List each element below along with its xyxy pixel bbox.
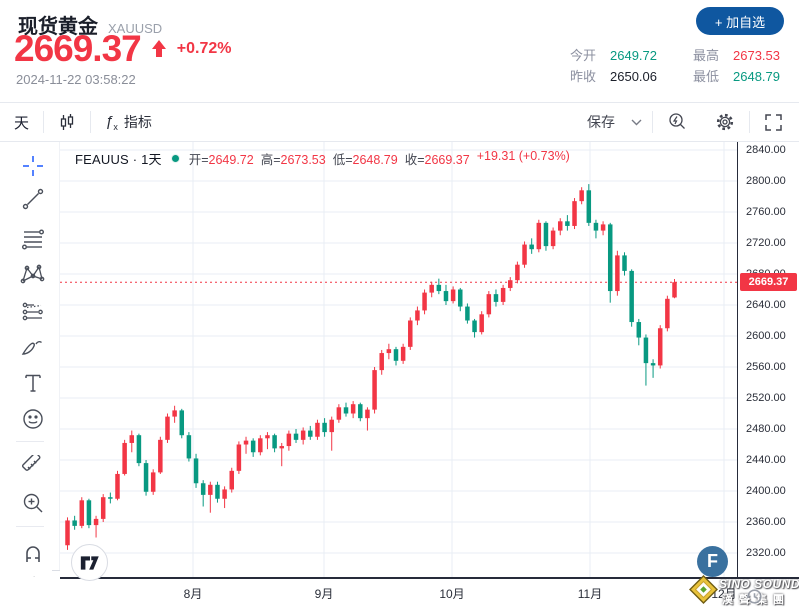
tool-trend-line[interactable] <box>18 184 48 214</box>
toolbar-separator <box>43 111 45 133</box>
gear-icon <box>715 112 735 132</box>
floating-f-badge[interactable]: F <box>697 546 728 577</box>
price-row: 2669.37 +0.72% <box>14 28 231 70</box>
toolbar-separator <box>749 111 750 133</box>
stat-prev-close-value: 2650.06 <box>610 69 658 84</box>
toolbar-separator <box>90 111 92 133</box>
stat-prev-close-label: 昨收 <box>570 69 597 84</box>
tool-brush[interactable] <box>18 333 48 363</box>
settings-button[interactable] <box>701 103 749 141</box>
tool-emoji[interactable] <box>18 404 48 434</box>
y-axis-label: 2760.00 <box>746 206 786 218</box>
legend-high: 2673.53 <box>280 153 326 167</box>
stat-open-value: 2649.72 <box>610 48 658 63</box>
header: 现货黄金 XAUUSD 2669.37 +0.72% 2024-11-22 03… <box>0 0 799 102</box>
save-menu-button[interactable] <box>629 103 652 141</box>
stat-open: 今开 2649.72 <box>570 48 657 64</box>
drawing-toolbar: ‹ <box>0 142 68 612</box>
sidebar-divider <box>16 526 44 527</box>
search-flash-icon <box>667 112 687 132</box>
stats-left-column: 今开 2649.72 昨收 2650.06 <box>570 48 657 90</box>
y-axis-label: 2320.00 <box>746 547 786 559</box>
stat-open-label: 今开 <box>570 48 597 63</box>
x-axis-label: 8月 <box>183 587 203 601</box>
tool-text[interactable] <box>18 368 48 398</box>
y-axis-label: 2400.00 <box>746 485 786 497</box>
tool-projection[interactable] <box>18 297 48 327</box>
tradingview-logo[interactable] <box>71 544 108 581</box>
tool-measure[interactable] <box>18 453 48 483</box>
chart-style-button[interactable] <box>44 103 90 141</box>
y-axis-label: 2640.00 <box>746 299 786 311</box>
y-axis-label: 2720.00 <box>746 237 786 249</box>
x-axis-label: 9月 <box>314 587 334 601</box>
stats-right-column: 最高 2673.53 最低 2648.79 <box>693 48 780 90</box>
stat-prev-close: 昨收 2650.06 <box>570 69 657 85</box>
x-axis-label: 11月 <box>577 587 603 601</box>
stat-low: 最低 2648.79 <box>693 69 780 85</box>
legend-change: +19.31 (+0.73%) <box>476 149 570 163</box>
stat-low-label: 最低 <box>693 69 720 84</box>
legend-open: 2649.72 <box>208 153 254 167</box>
last-price: 2669.37 <box>14 28 142 69</box>
stat-high-value: 2673.53 <box>733 48 781 63</box>
legend-low: 2648.79 <box>352 153 398 167</box>
interval-label: 天 <box>14 114 30 132</box>
tool-fib-retracement[interactable] <box>18 224 48 254</box>
y-axis-label: 2480.00 <box>746 423 786 435</box>
chevron-down-icon <box>631 119 642 126</box>
instrument-symbol: XAUUSD <box>108 21 163 36</box>
interval-button[interactable]: 天 <box>0 103 43 141</box>
instrument-name: 现货黄金 <box>18 16 98 38</box>
toolbar-right: 保存 <box>573 103 799 141</box>
fullscreen-icon <box>764 113 783 132</box>
chart-legend: FEAUUS · 1天 开=2649.72 高=2673.53 低=2648.7… <box>75 149 570 168</box>
stat-low-value: 2648.79 <box>733 69 781 84</box>
candlestick-style-icon <box>58 113 76 131</box>
tool-magnet[interactable] <box>18 539 48 569</box>
y-axis-label: 2440.00 <box>746 454 786 466</box>
save-button[interactable]: 保存 <box>573 103 629 141</box>
y-axis-label: 2360.00 <box>746 516 786 528</box>
tool-xabcd-pattern[interactable] <box>18 259 48 289</box>
legend-ohlc: 开=2649.72 高=2673.53 低=2648.79 收=2669.37 … <box>188 149 570 167</box>
time-axis[interactable]: 8月 9月 10月 11月 12月 <box>0 577 799 612</box>
toolbar-separator <box>652 111 653 133</box>
quick-search-button[interactable] <box>653 103 701 141</box>
y-axis-label: 2560.00 <box>746 361 786 373</box>
stat-high-label: 最高 <box>693 48 720 63</box>
indicators-label: 指标 <box>123 114 152 130</box>
legend-series-name: FEAUUS · 1天 <box>75 152 162 167</box>
fx-icon: ƒx <box>105 112 118 132</box>
candlestick-chart[interactable] <box>60 142 737 577</box>
quote-datetime: 2024-11-22 03:58:22 <box>16 72 136 87</box>
price-axis[interactable]: 2669.37 2840.002800.002760.002720.002680… <box>737 142 799 577</box>
stat-high: 最高 2673.53 <box>693 48 780 64</box>
x-axis-label: 10月 <box>439 587 465 601</box>
change-percent: +0.72% <box>176 40 232 57</box>
instrument-title-row: 现货黄金 XAUUSD <box>18 10 162 39</box>
tool-crosshair[interactable] <box>18 151 48 181</box>
chart-toolbar: 天 ƒx 指标 保存 <box>0 102 799 142</box>
tool-zoom-in[interactable] <box>18 488 48 518</box>
up-arrow-icon <box>151 39 167 59</box>
last-price-axis-tag: 2669.37 <box>740 273 797 292</box>
legend-close: 2669.37 <box>424 153 470 167</box>
add-watchlist-button[interactable]: + 加自选 <box>696 7 784 35</box>
y-axis-label: 2600.00 <box>746 330 786 342</box>
indicators-button[interactable]: ƒx 指标 <box>91 103 166 141</box>
save-label: 保存 <box>587 114 615 130</box>
y-axis-label: 2520.00 <box>746 392 786 404</box>
y-axis-label: 2840.00 <box>746 144 786 156</box>
y-axis-label: 2800.00 <box>746 175 786 187</box>
market-status-dot-icon <box>170 154 180 163</box>
time-axis-border <box>60 577 799 579</box>
sidebar-divider <box>16 441 44 442</box>
chart-pane: FEAUUS · 1天 开=2649.72 高=2673.53 低=2648.7… <box>60 142 737 581</box>
x-axis-label: 12月 <box>711 587 737 601</box>
fullscreen-button[interactable] <box>750 103 799 141</box>
